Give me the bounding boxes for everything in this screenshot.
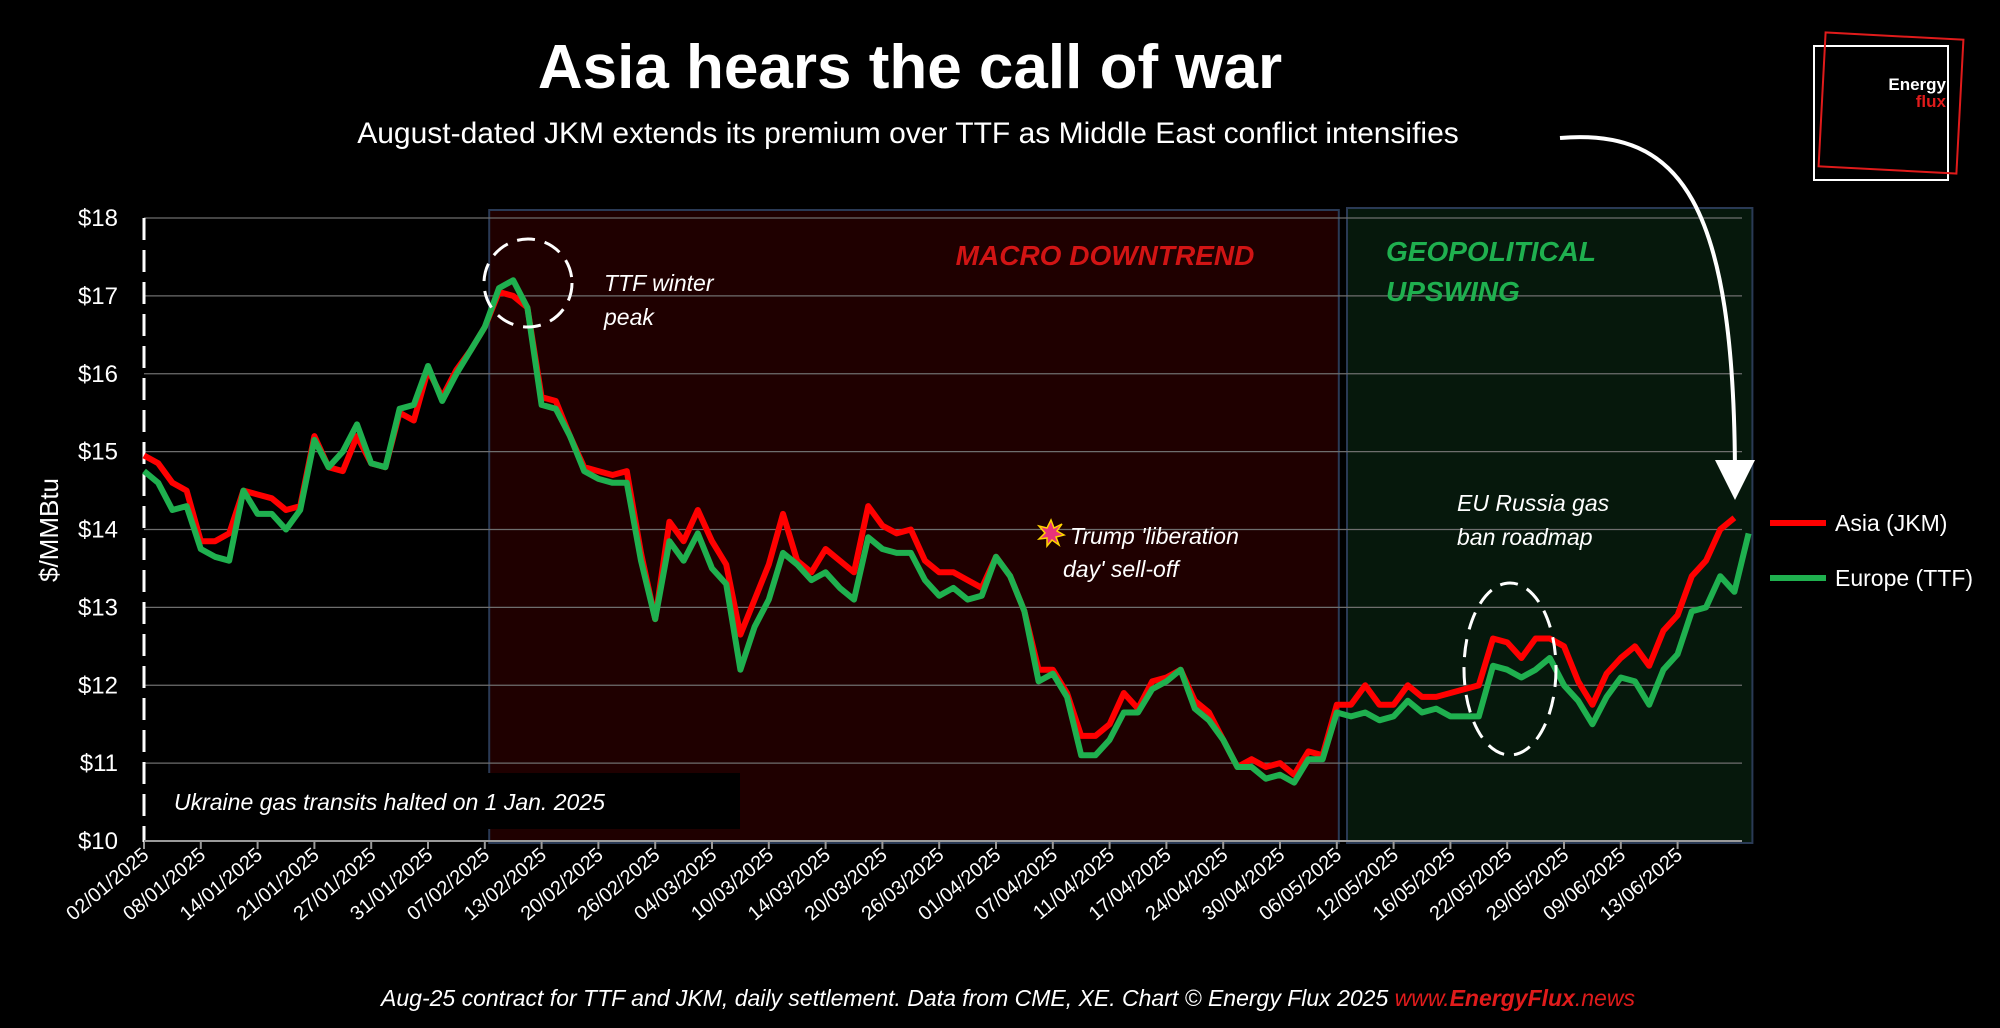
footer-link-prefix[interactable]: www. bbox=[1395, 985, 1450, 1011]
series-line-ttf bbox=[142, 277, 1752, 786]
macro-downtrend-region bbox=[488, 209, 1340, 844]
geopolitical-label-line1: GEOPOLITICAL bbox=[1386, 236, 1596, 267]
legend-label-ttf: Europe (TTF) bbox=[1835, 565, 1973, 591]
y-tick-label: $17 bbox=[78, 283, 118, 310]
eu-russia-annotation-line2: ban roadmap bbox=[1457, 524, 1593, 550]
logo-text-energy: Energy bbox=[1888, 75, 1946, 94]
logo-text-flux: flux bbox=[1916, 92, 1947, 111]
y-tick-label: $15 bbox=[78, 439, 118, 466]
footer-link-brand[interactable]: EnergyFlux bbox=[1450, 985, 1576, 1011]
legend-label-jkm: Asia (JKM) bbox=[1835, 510, 1947, 536]
legend: Asia (JKM) Europe (TTF) bbox=[1770, 510, 1973, 591]
energy-flux-logo: Energy flux bbox=[1813, 31, 1965, 181]
ukraine-annotation: Ukraine gas transits halted on 1 Jan. 20… bbox=[174, 789, 605, 815]
y-tick-label: $16 bbox=[78, 361, 118, 388]
footer-note: Aug-25 contract for TTF and JKM, daily s… bbox=[379, 985, 1635, 1011]
y-tick-label: $18 bbox=[78, 205, 118, 232]
macro-downtrend-label: MACRO DOWNTREND bbox=[956, 240, 1255, 271]
chart-subtitle: August-dated JKM extends its premium ove… bbox=[357, 117, 1459, 150]
trump-annotation-line1: Trump 'liberation bbox=[1070, 523, 1239, 549]
trump-annotation-line2: day' sell-off bbox=[1063, 556, 1181, 582]
eu-russia-annotation-line1: EU Russia gas bbox=[1457, 490, 1610, 516]
grid-lines bbox=[144, 217, 1742, 764]
ukraine-annotation-box bbox=[152, 773, 740, 829]
y-tick-label: $11 bbox=[80, 750, 118, 777]
geopolitical-label-line2: UPSWING bbox=[1386, 276, 1520, 307]
footer-link-suffix[interactable]: .news bbox=[1575, 985, 1636, 1011]
footer-text: Aug-25 contract for TTF and JKM, daily s… bbox=[379, 985, 1395, 1011]
x-axis-ticks: 02/01/202508/01/202514/01/202521/01/2025… bbox=[62, 841, 1687, 925]
y-axis-ticks: $18 $17 $16 $15 $14 $13 $12 $11 $10 bbox=[78, 205, 118, 855]
ttf-peak-circle bbox=[482, 237, 574, 329]
y-tick-label: $10 bbox=[78, 828, 118, 855]
y-tick-label: $13 bbox=[78, 594, 118, 621]
explosion-icon bbox=[1036, 518, 1066, 549]
callout-arrow bbox=[1559, 135, 1755, 500]
ttf-peak-annotation-line2: peak bbox=[603, 304, 655, 330]
geopolitical-upswing-region bbox=[1346, 207, 1754, 844]
chart-title: Asia hears the call of war bbox=[538, 33, 1282, 102]
ttf-peak-annotation-line1: TTF winter bbox=[604, 270, 715, 296]
series-line-jkm bbox=[142, 289, 1737, 778]
y-tick-label: $12 bbox=[78, 672, 118, 699]
y-tick-label: $14 bbox=[78, 517, 118, 544]
eu-russia-ellipse bbox=[1462, 581, 1558, 757]
y-axis-label: $/MMBtu bbox=[34, 478, 64, 582]
